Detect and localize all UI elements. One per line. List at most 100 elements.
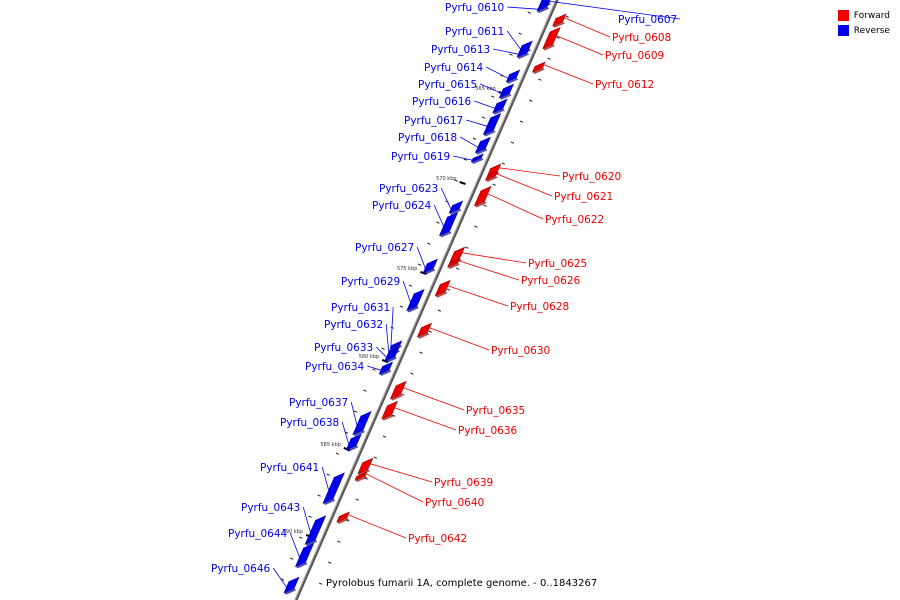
gene-label[interactable]: Pyrfu_0620 bbox=[562, 171, 621, 183]
gene-feature[interactable] bbox=[498, 83, 515, 100]
gene-feature[interactable] bbox=[352, 411, 372, 437]
gene-label[interactable]: Pyrfu_0637 bbox=[289, 397, 348, 409]
gene-label[interactable]: Pyrfu_0632 bbox=[324, 319, 383, 331]
gene-feature[interactable] bbox=[505, 69, 521, 84]
gene-label[interactable]: Pyrfu_0634 bbox=[305, 361, 365, 373]
gene-feature[interactable] bbox=[448, 200, 464, 215]
gene-label[interactable]: Pyrfu_0610 bbox=[445, 2, 504, 14]
gene-feature[interactable] bbox=[406, 288, 425, 313]
gene-arrow-face bbox=[384, 356, 398, 363]
gene-label[interactable]: Pyrfu_0613 bbox=[431, 44, 490, 56]
gene-feature[interactable] bbox=[470, 153, 484, 165]
gene-label[interactable]: Pyrfu_0630 bbox=[491, 345, 550, 357]
gene-label[interactable]: Pyrfu_0609 bbox=[605, 50, 664, 62]
gene-feature[interactable] bbox=[473, 185, 492, 208]
gene-feature[interactable] bbox=[357, 457, 374, 476]
gene-label[interactable]: Pyrfu_0631 bbox=[331, 302, 390, 314]
gene-feature[interactable] bbox=[336, 511, 350, 524]
gene-feature[interactable] bbox=[532, 61, 546, 74]
gene-label[interactable]: Pyrfu_0641 bbox=[260, 462, 319, 474]
leader-line bbox=[459, 136, 479, 148]
gene-label[interactable]: Pyrfu_0611 bbox=[445, 26, 504, 38]
gene-feature[interactable] bbox=[354, 471, 368, 483]
reverse-swatch bbox=[837, 25, 849, 36]
gene-feature[interactable] bbox=[447, 258, 461, 270]
leader-line bbox=[499, 167, 561, 177]
gene-feature[interactable] bbox=[294, 543, 315, 569]
gene-feature[interactable] bbox=[438, 212, 459, 238]
gene-feature[interactable] bbox=[542, 26, 561, 51]
minor-tick bbox=[335, 452, 340, 455]
gene-feature[interactable] bbox=[345, 433, 362, 452]
gene-feature[interactable] bbox=[485, 171, 498, 183]
gene-label[interactable]: Pyrfu_0646 bbox=[211, 563, 271, 575]
gene-label[interactable]: Pyrfu_0608 bbox=[612, 32, 671, 44]
gene-label[interactable]: Pyrfu_0624 bbox=[372, 200, 432, 212]
gene-label[interactable]: Pyrfu_0612 bbox=[595, 79, 654, 91]
gene-label[interactable]: Pyrfu_0642 bbox=[408, 533, 467, 545]
gene-arrow-face bbox=[406, 306, 419, 313]
gene-feature[interactable] bbox=[384, 348, 399, 363]
minor-tick bbox=[328, 561, 332, 564]
minor-tick bbox=[529, 99, 533, 102]
gene-label[interactable]: Pyrfu_0639 bbox=[434, 477, 493, 489]
gene-label[interactable]: Pyrfu_0618 bbox=[398, 132, 457, 144]
gene-feature[interactable] bbox=[516, 46, 531, 59]
gene-feature[interactable] bbox=[474, 136, 491, 155]
gene-feature[interactable] bbox=[552, 13, 567, 28]
gene-label[interactable]: Pyrfu_0622 bbox=[545, 214, 604, 226]
gene-arrow-face bbox=[483, 130, 496, 137]
minor-tick bbox=[299, 536, 303, 539]
gene-label[interactable]: Pyrfu_0616 bbox=[412, 96, 472, 108]
leader-line bbox=[556, 35, 604, 56]
gene-feature[interactable] bbox=[422, 258, 438, 275]
minor-tick bbox=[538, 78, 542, 81]
gene-arrow-face bbox=[390, 394, 403, 401]
gene-feature[interactable] bbox=[416, 322, 433, 339]
gene-label[interactable]: Pyrfu_0644 bbox=[228, 528, 288, 540]
gene-label[interactable]: Pyrfu_0636 bbox=[458, 425, 518, 437]
gene-label[interactable]: Pyrfu_0615 bbox=[418, 79, 477, 91]
gene-label[interactable]: Pyrfu_0628 bbox=[510, 301, 569, 313]
gene-feature[interactable] bbox=[492, 98, 508, 115]
gene-label[interactable]: Pyrfu_0627 bbox=[355, 242, 414, 254]
leader-line bbox=[447, 285, 509, 307]
gene-label[interactable]: Pyrfu_0614 bbox=[424, 62, 484, 74]
gene-feature[interactable] bbox=[378, 361, 394, 376]
gene-arrow-face bbox=[336, 517, 349, 524]
leader-line bbox=[347, 514, 407, 539]
leader-line bbox=[474, 100, 495, 109]
gene-feature[interactable] bbox=[322, 472, 345, 506]
gene-label[interactable]: Pyrfu_0617 bbox=[404, 115, 463, 127]
gene-label[interactable]: Pyrfu_0607 bbox=[618, 14, 677, 26]
gene-arrow-face bbox=[381, 414, 394, 421]
gene-label[interactable]: Pyrfu_0638 bbox=[280, 417, 339, 429]
minor-tick bbox=[474, 225, 478, 228]
gene-label[interactable]: Pyrfu_0619 bbox=[391, 151, 450, 163]
minor-tick bbox=[509, 53, 513, 56]
minor-tick bbox=[427, 242, 431, 245]
gene-label[interactable]: Pyrfu_0629 bbox=[341, 276, 400, 288]
gene-label[interactable]: Pyrfu_0643 bbox=[241, 502, 300, 514]
leader-line bbox=[433, 204, 444, 227]
gene-feature[interactable] bbox=[482, 112, 502, 137]
gene-arrow-face bbox=[485, 175, 498, 183]
legend-label-forward: Forward bbox=[853, 10, 890, 21]
gene-label[interactable]: Pyrfu_0625 bbox=[528, 258, 587, 270]
gene-feature[interactable] bbox=[434, 279, 451, 298]
scale-label: 580 kbp bbox=[359, 354, 379, 360]
gene-label[interactable]: Pyrfu_0633 bbox=[314, 342, 373, 354]
gene-feature[interactable] bbox=[536, 2, 550, 14]
gene-label[interactable]: Pyrfu_0640 bbox=[425, 497, 484, 509]
minor-tick bbox=[401, 393, 405, 396]
gene-feature[interactable] bbox=[381, 400, 399, 421]
gene-features bbox=[283, 0, 567, 595]
gene-label[interactable]: Pyrfu_0623 bbox=[379, 183, 438, 195]
gene-label[interactable]: Pyrfu_0626 bbox=[521, 275, 581, 287]
gene-feature[interactable] bbox=[283, 576, 300, 595]
gene-label[interactable]: Pyrfu_0635 bbox=[466, 405, 525, 417]
gene-arrow-face bbox=[435, 291, 448, 298]
gene-label[interactable]: Pyrfu_0621 bbox=[554, 191, 613, 203]
gene-feature[interactable] bbox=[389, 380, 407, 401]
gene-feature[interactable] bbox=[304, 515, 327, 547]
